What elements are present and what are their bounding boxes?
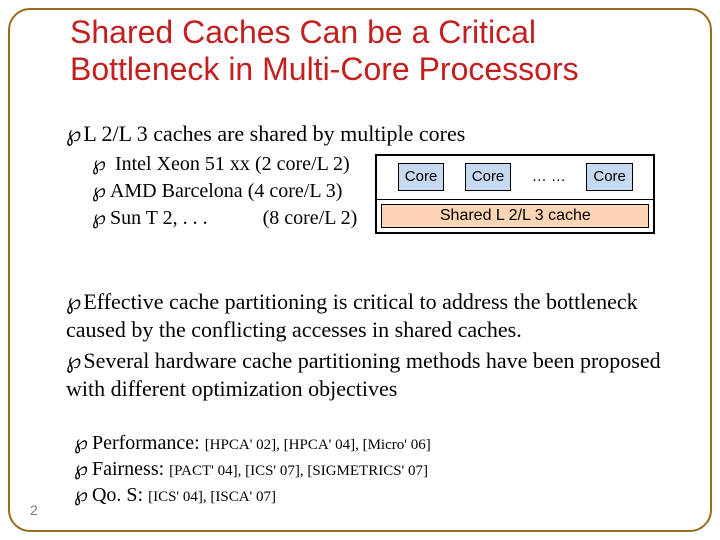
page-number: 2: [30, 502, 38, 518]
ref-perf-cites: [HPCA' 02], [HPCA' 04], [Micro' 06]: [205, 437, 431, 453]
bullet-icon: ℘: [66, 121, 81, 146]
bullet1-text: L 2/L 3 caches are shared by multiple co…: [83, 121, 465, 146]
slide-title: Shared Caches Can be a Critical Bottlene…: [70, 14, 680, 88]
cpu-amd-name: AMD Barcelona: [110, 180, 243, 202]
ref-perf-label: Performance:: [92, 432, 200, 454]
body-block-1: ℘L 2/L 3 caches are shared by multiple c…: [40, 120, 690, 234]
cpu-row: ℘ Intel Xeon 51 xx (2 core/L 2) ℘AMD Bar…: [40, 152, 690, 234]
references: ℘Performance: [HPCA' 02], [HPCA' 04], [M…: [74, 430, 690, 508]
cpu-item-amd: ℘AMD Barcelona (4 core/L 3): [40, 179, 357, 204]
ref-fairness: ℘Fairness: [PACT' 04], [ICS' 07], [SIGME…: [74, 456, 690, 482]
bullet-effective: ℘Effective cache partitioning is critica…: [40, 288, 690, 343]
shared-cache-row: Shared L 2/L 3 cache: [377, 199, 653, 232]
core-box: Core: [398, 163, 445, 192]
cpu-amd-caps: (4 core/L 3): [248, 180, 343, 202]
cpu-list: ℘ Intel Xeon 51 xx (2 core/L 2) ℘AMD Bar…: [40, 152, 357, 233]
ellipsis: … …: [532, 168, 566, 187]
bullet2-text: Effective cache partitioning is critical…: [66, 289, 638, 342]
bullet-icon: ℘: [74, 432, 88, 454]
ref-fair-cites: [PACT' 04], [ICS' 07], [SIGMETRICS' 07]: [169, 463, 428, 479]
core-box: Core: [465, 163, 512, 192]
bullet-icon: ℘: [66, 289, 81, 314]
bullet-l2l3: ℘L 2/L 3 caches are shared by multiple c…: [40, 120, 690, 148]
bullet-icon: ℘: [92, 153, 106, 175]
cpu-item-sun: ℘Sun T 2, . . . (8 core/L 2): [40, 206, 357, 231]
shared-cache-box: Shared L 2/L 3 cache: [381, 204, 649, 228]
cpu-item-intel: ℘ Intel Xeon 51 xx (2 core/L 2): [40, 152, 357, 177]
cpu-intel-name: Intel Xeon 51 xx: [115, 153, 250, 175]
bullet-icon: ℘: [66, 348, 81, 373]
bullet-icon: ℘: [74, 458, 88, 480]
ref-qos-cites: [ICS' 04], [ISCA' 07]: [148, 489, 276, 505]
cpu-sun-name: Sun T 2, . . .: [110, 207, 208, 229]
cpu-sun-caps: (8 core/L 2): [263, 207, 358, 229]
ref-qos: ℘Qo. S: [ICS' 04], [ISCA' 07]: [74, 482, 690, 508]
cpu-intel-caps: (2 core/L 2): [255, 153, 350, 175]
ref-qos-label: Qo. S:: [92, 484, 143, 506]
bullet-icon: ℘: [92, 207, 106, 229]
bullet3-text: Several hardware cache partitioning meth…: [66, 348, 661, 401]
core-box: Core: [586, 163, 633, 192]
core-row: Core Core … … Core: [377, 156, 653, 199]
ref-performance: ℘Performance: [HPCA' 02], [HPCA' 04], [M…: [74, 430, 690, 456]
bullet-icon: ℘: [92, 180, 106, 202]
cache-diagram: Core Core … … Core Shared L 2/L 3 cache: [375, 154, 655, 234]
bullet-several: ℘Several hardware cache partitioning met…: [40, 347, 690, 402]
ref-fair-label: Fairness:: [92, 458, 164, 480]
body-block-2: ℘Effective cache partitioning is critica…: [40, 288, 690, 406]
shared-cache-label: Shared L 2/L 3 cache: [440, 206, 591, 226]
bullet-icon: ℘: [74, 484, 88, 506]
